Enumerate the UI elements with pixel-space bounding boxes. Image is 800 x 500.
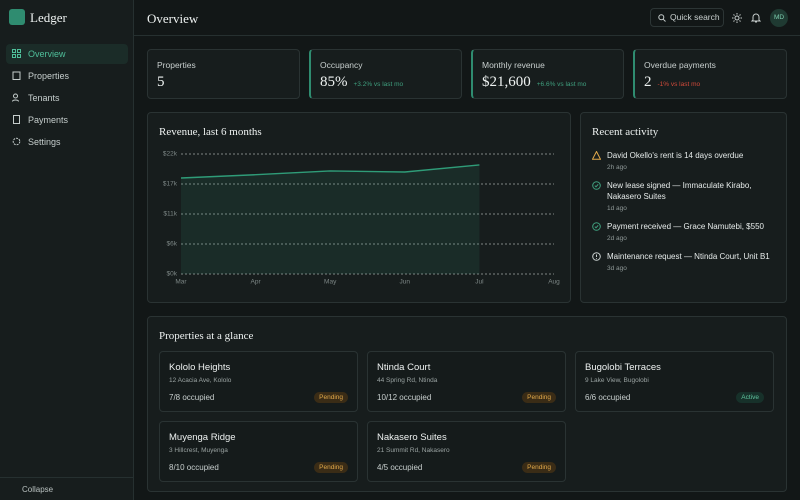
property-name: Nakasero Suites xyxy=(377,432,447,443)
brand: Ledger xyxy=(30,10,67,25)
properties-card: Properties at a glance Kololo Heights 12 … xyxy=(147,316,787,492)
chart: $0k $6k $11k $17k $22k Mar Apr May Jun Jul Aug xyxy=(163,151,560,286)
activity-item: Payment received — Grace Namutebi, $550 2… xyxy=(592,221,777,244)
x-tick-label: May xyxy=(324,279,337,286)
property-status: Pending xyxy=(314,462,348,473)
property-occupancy: 7/8 occupied xyxy=(169,393,215,402)
property-status: Pending xyxy=(522,392,556,403)
property-occupancy: 4/5 occupied xyxy=(377,463,423,472)
y-tick-label: $11k xyxy=(163,211,177,218)
property-occupancy: 8/10 occupied xyxy=(169,463,219,472)
stat-value: 2 xyxy=(644,74,652,90)
x-tick-label: Apr xyxy=(251,279,262,286)
activity-item: New lease signed — Immaculate Kirabo, Na… xyxy=(592,180,777,214)
line xyxy=(180,164,480,179)
nav-label: Settings xyxy=(28,137,61,147)
stat-card: Properties 5 xyxy=(147,49,300,99)
stat-delta: +6.6% vs last mo xyxy=(536,81,587,88)
avatar[interactable]: MD xyxy=(770,9,788,27)
nav-item[interactable]: Overview xyxy=(6,44,128,64)
property-card[interactable]: Ntinda Court 44 Spring Rd, Ntinda 10/12 oc… xyxy=(367,351,566,412)
activity-time: 3d ago xyxy=(607,265,627,272)
stat-card: Overdue payments 2 -1% vs last mo xyxy=(633,49,787,99)
property-card[interactable]: Bugolobi Terraces 9 Lake View, Bugolobi 6/… xyxy=(575,351,774,412)
stat-value: $21,600 xyxy=(482,74,531,90)
search-label: Quick search xyxy=(670,12,720,22)
theme-toggle[interactable] xyxy=(732,13,742,23)
nav-label: Payments xyxy=(28,115,69,125)
property-address: 9 Lake View, Bugolobi xyxy=(585,377,649,384)
stat-label: Monthly revenue xyxy=(482,60,545,70)
nav-item[interactable]: Properties xyxy=(6,66,128,86)
notifications[interactable] xyxy=(751,12,761,23)
collapse-button[interactable]: Collapse xyxy=(0,477,134,500)
activity-item: David Okello's rent is 14 days overdue 2h… xyxy=(592,150,777,173)
property-address: 44 Spring Rd, Ntinda xyxy=(377,377,438,384)
activity-time: 1d ago xyxy=(607,205,627,212)
property-occupancy: 6/6 occupied xyxy=(585,393,631,402)
x-tick-label: Aug xyxy=(548,279,560,286)
property-card[interactable]: Muyenga Ridge 3 Hillcrest, Muyenga 8/10 oc… xyxy=(159,421,358,482)
sidebar: Ledger Overview Properties Tenants Payme… xyxy=(0,0,134,500)
chart-card: Revenue, last 6 months $0k $6k $11k $17k $22… xyxy=(147,112,571,303)
nav-item[interactable]: Tenants xyxy=(6,88,128,108)
property-address: 3 Hillcrest, Muyenga xyxy=(169,447,228,454)
search-button[interactable]: Quick search xyxy=(650,8,724,27)
property-name: Kololo Heights xyxy=(169,362,231,373)
stat-card: Monthly revenue $21,600 +6.6% vs last mo xyxy=(471,49,624,99)
header: Overview Quick search MD xyxy=(134,0,800,36)
property-status: Pending xyxy=(314,392,348,403)
chart-title: Revenue, last 6 months xyxy=(159,126,262,138)
property-address: 12 Acacia Ave, Kololo xyxy=(169,377,232,384)
activity-text: New lease signed — Immaculate Kirabo, Na… xyxy=(607,181,752,201)
stat-delta: -1% vs last mo xyxy=(657,81,701,88)
logo xyxy=(9,9,25,25)
property-status: Active xyxy=(736,392,764,403)
collapse-label: Collapse xyxy=(22,485,54,494)
y-tick-label: $22k xyxy=(163,151,178,158)
properties-title: Properties at a glance xyxy=(159,330,254,342)
property-address: 21 Summit Rd, Nakasero xyxy=(377,447,450,454)
x-tick-label: Mar xyxy=(175,279,187,286)
stat-value: 85% xyxy=(320,74,348,90)
area xyxy=(181,164,480,274)
nav-label: Tenants xyxy=(28,93,60,103)
activity-card: Recent activity David Okello's rent is 1… xyxy=(580,112,787,303)
property-name: Ntinda Court xyxy=(377,362,431,373)
property-name: Bugolobi Terraces xyxy=(585,362,661,373)
stat-label: Properties xyxy=(157,60,196,70)
activity-text: Maintenance request — Ntinda Court, Unit… xyxy=(607,252,770,261)
property-card[interactable]: Kololo Heights 12 Acacia Ave, Kololo 7/8 o… xyxy=(159,351,358,412)
stat-label: Overdue payments xyxy=(644,60,716,70)
stat-card: Occupancy 85% +3.2% vs last mo xyxy=(309,49,462,99)
nav-item[interactable]: Settings xyxy=(6,132,128,152)
stat-value: 5 xyxy=(157,74,165,90)
property-occupancy: 10/12 occupied xyxy=(377,393,432,402)
activity-time: 2d ago xyxy=(607,235,627,242)
nav-label: Properties xyxy=(28,71,70,81)
y-tick-label: $0k xyxy=(167,271,178,278)
stat-label: Occupancy xyxy=(320,60,363,70)
nav-item[interactable]: Payments xyxy=(6,110,128,130)
x-tick-label: Jun xyxy=(400,279,411,286)
activity-text: Payment received — Grace Namutebi, $550 xyxy=(607,222,764,231)
x-tick-label: Jul xyxy=(475,279,484,286)
y-tick-label: $6k xyxy=(167,241,178,248)
activity-title: Recent activity xyxy=(592,126,659,138)
property-name: Muyenga Ridge xyxy=(169,432,236,443)
property-card[interactable]: Nakasero Suites 21 Summit Rd, Nakasero 4/5… xyxy=(367,421,566,482)
activity-text: David Okello's rent is 14 days overdue xyxy=(607,151,744,160)
activity-time: 2h ago xyxy=(607,164,627,171)
nav-label: Overview xyxy=(28,49,66,59)
page-title: Overview xyxy=(147,11,199,26)
y-tick-label: $17k xyxy=(163,181,178,188)
activity-item: Maintenance request — Ntinda Court, Unit… xyxy=(592,251,777,274)
stat-delta: +3.2% vs last mo xyxy=(353,81,404,88)
property-status: Pending xyxy=(522,462,556,473)
